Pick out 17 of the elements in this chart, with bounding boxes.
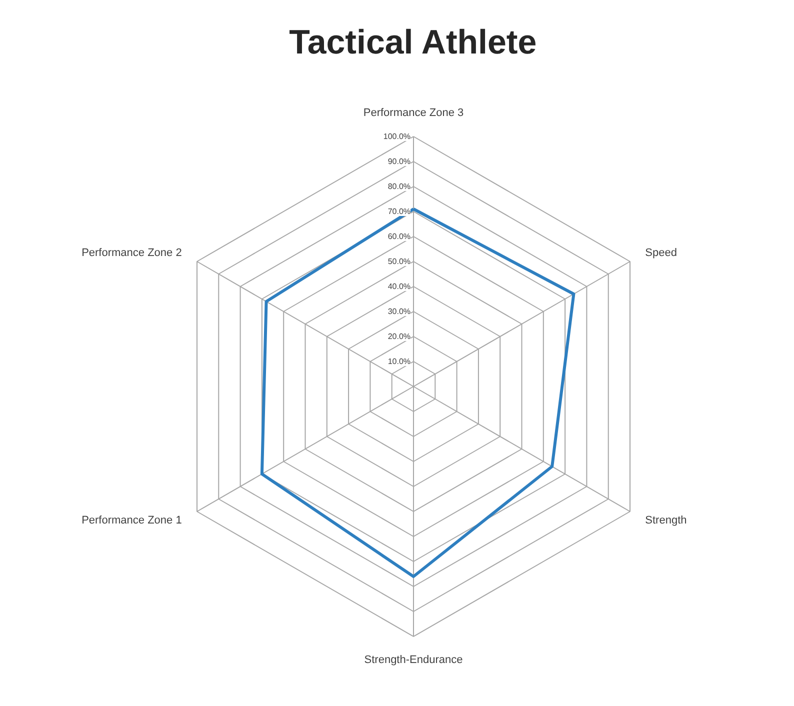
y-tick-label: 60.0% <box>388 232 411 241</box>
chart-title: Tactical Athlete <box>289 24 537 62</box>
y-tick-label: 100.0% <box>383 132 411 141</box>
spoke-label: Performance Zone 3 <box>363 107 464 119</box>
spoke-label: Performance Zone 2 <box>82 246 182 259</box>
spoke-label: Strength <box>645 514 687 526</box>
y-tick-label: 50.0% <box>388 257 411 266</box>
spoke-label: Performance Zone 1 <box>82 514 182 526</box>
spoke-label: Strength-Endurance <box>364 654 463 666</box>
y-tick-label: 10.0% <box>388 357 411 366</box>
y-tick-label: 80.0% <box>388 182 411 191</box>
y-tick-label: 70.0% <box>388 207 411 216</box>
y-tick-label: 30.0% <box>388 307 411 316</box>
spoke-label: Speed <box>645 246 677 259</box>
y-tick-label: 90.0% <box>388 157 411 166</box>
y-tick-label: 40.0% <box>388 282 411 291</box>
y-tick-label: 20.0% <box>388 332 411 341</box>
